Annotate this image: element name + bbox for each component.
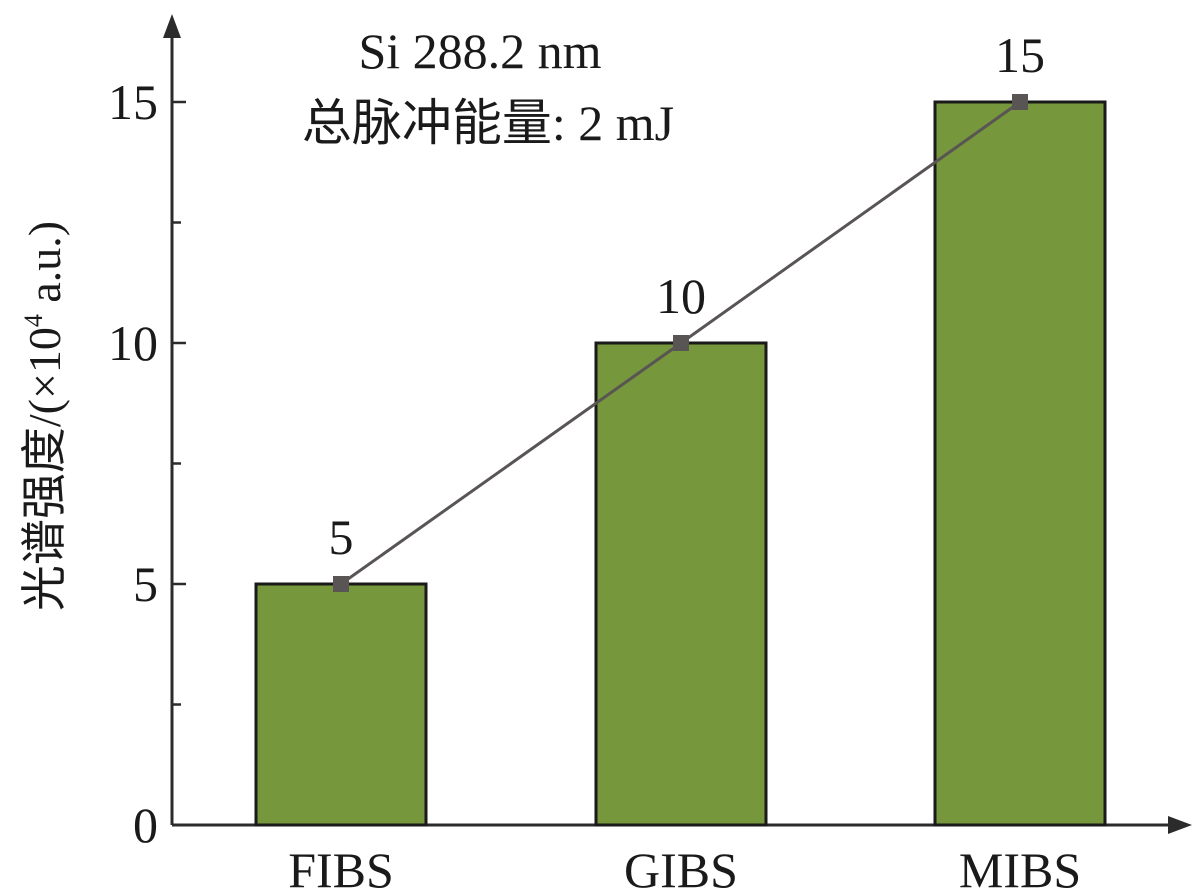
y-axis-label-prefix: 光谱强度/(×10 (19, 327, 70, 611)
labels: 0 5 10 15 5 10 15 FIBS GIBS MIBS (108, 27, 1081, 891)
data-label: 10 (656, 268, 706, 324)
x-category-label: FIBS (288, 842, 394, 891)
y-tick-label: 10 (108, 315, 158, 371)
line-marker (333, 576, 349, 592)
bar (594, 341, 768, 827)
line-marker (1012, 94, 1028, 110)
y-axis-label: 光谱强度/(×104 a.u.) (19, 221, 70, 611)
bars (254, 100, 1107, 827)
bar (933, 100, 1107, 827)
y-axis-label-superscript: 4 (19, 314, 48, 327)
trend-line-layer (333, 94, 1028, 592)
data-label: 5 (329, 509, 354, 565)
x-axis-arrow (1168, 816, 1192, 834)
y-axis-arrow (163, 14, 181, 38)
data-label: 15 (995, 27, 1045, 83)
x-category-label: MIBS (959, 842, 1081, 891)
y-tick-label: 15 (108, 74, 158, 130)
y-tick-label: 0 (133, 797, 158, 853)
line-marker (673, 335, 689, 351)
y-tick-label: 5 (133, 556, 158, 612)
annotation-line-2: 总脉冲能量: 2 mJ (302, 95, 674, 151)
annotation-line-1: Si 288.2 nm (358, 23, 601, 79)
x-category-label: GIBS (624, 842, 738, 891)
y-axis-label-suffix: a.u.) (19, 221, 70, 314)
bar (254, 582, 428, 827)
